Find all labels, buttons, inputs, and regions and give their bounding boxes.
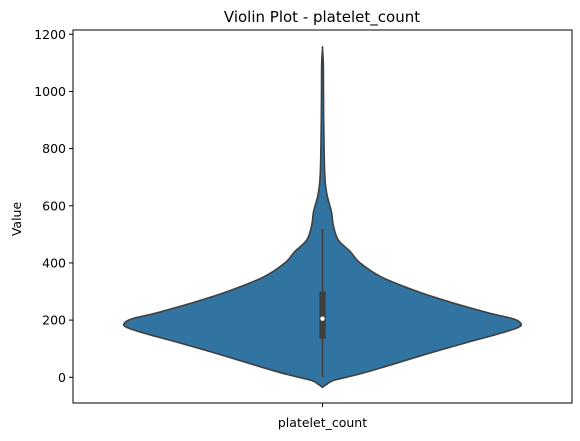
y-tick-label: 800 (42, 141, 66, 156)
violin-body (122, 46, 523, 389)
x-tick-label: platelet_count (278, 415, 367, 430)
plot-area: 0 200 400 600 800 1000 1200 platelet_count (34, 27, 573, 430)
y-tick-label: 400 (42, 255, 66, 270)
violin-iqr-box (319, 291, 326, 339)
y-tick-label: 0 (58, 370, 66, 385)
y-tick-label: 200 (42, 313, 66, 328)
y-tick-label: 600 (42, 198, 66, 213)
chart-title: Violin Plot - platelet_count (224, 8, 420, 27)
y-tick-label: 1000 (34, 84, 66, 99)
y-tick-label: 1200 (34, 27, 66, 42)
violin-median-dot (320, 316, 325, 321)
y-axis-label: Value (9, 202, 24, 237)
